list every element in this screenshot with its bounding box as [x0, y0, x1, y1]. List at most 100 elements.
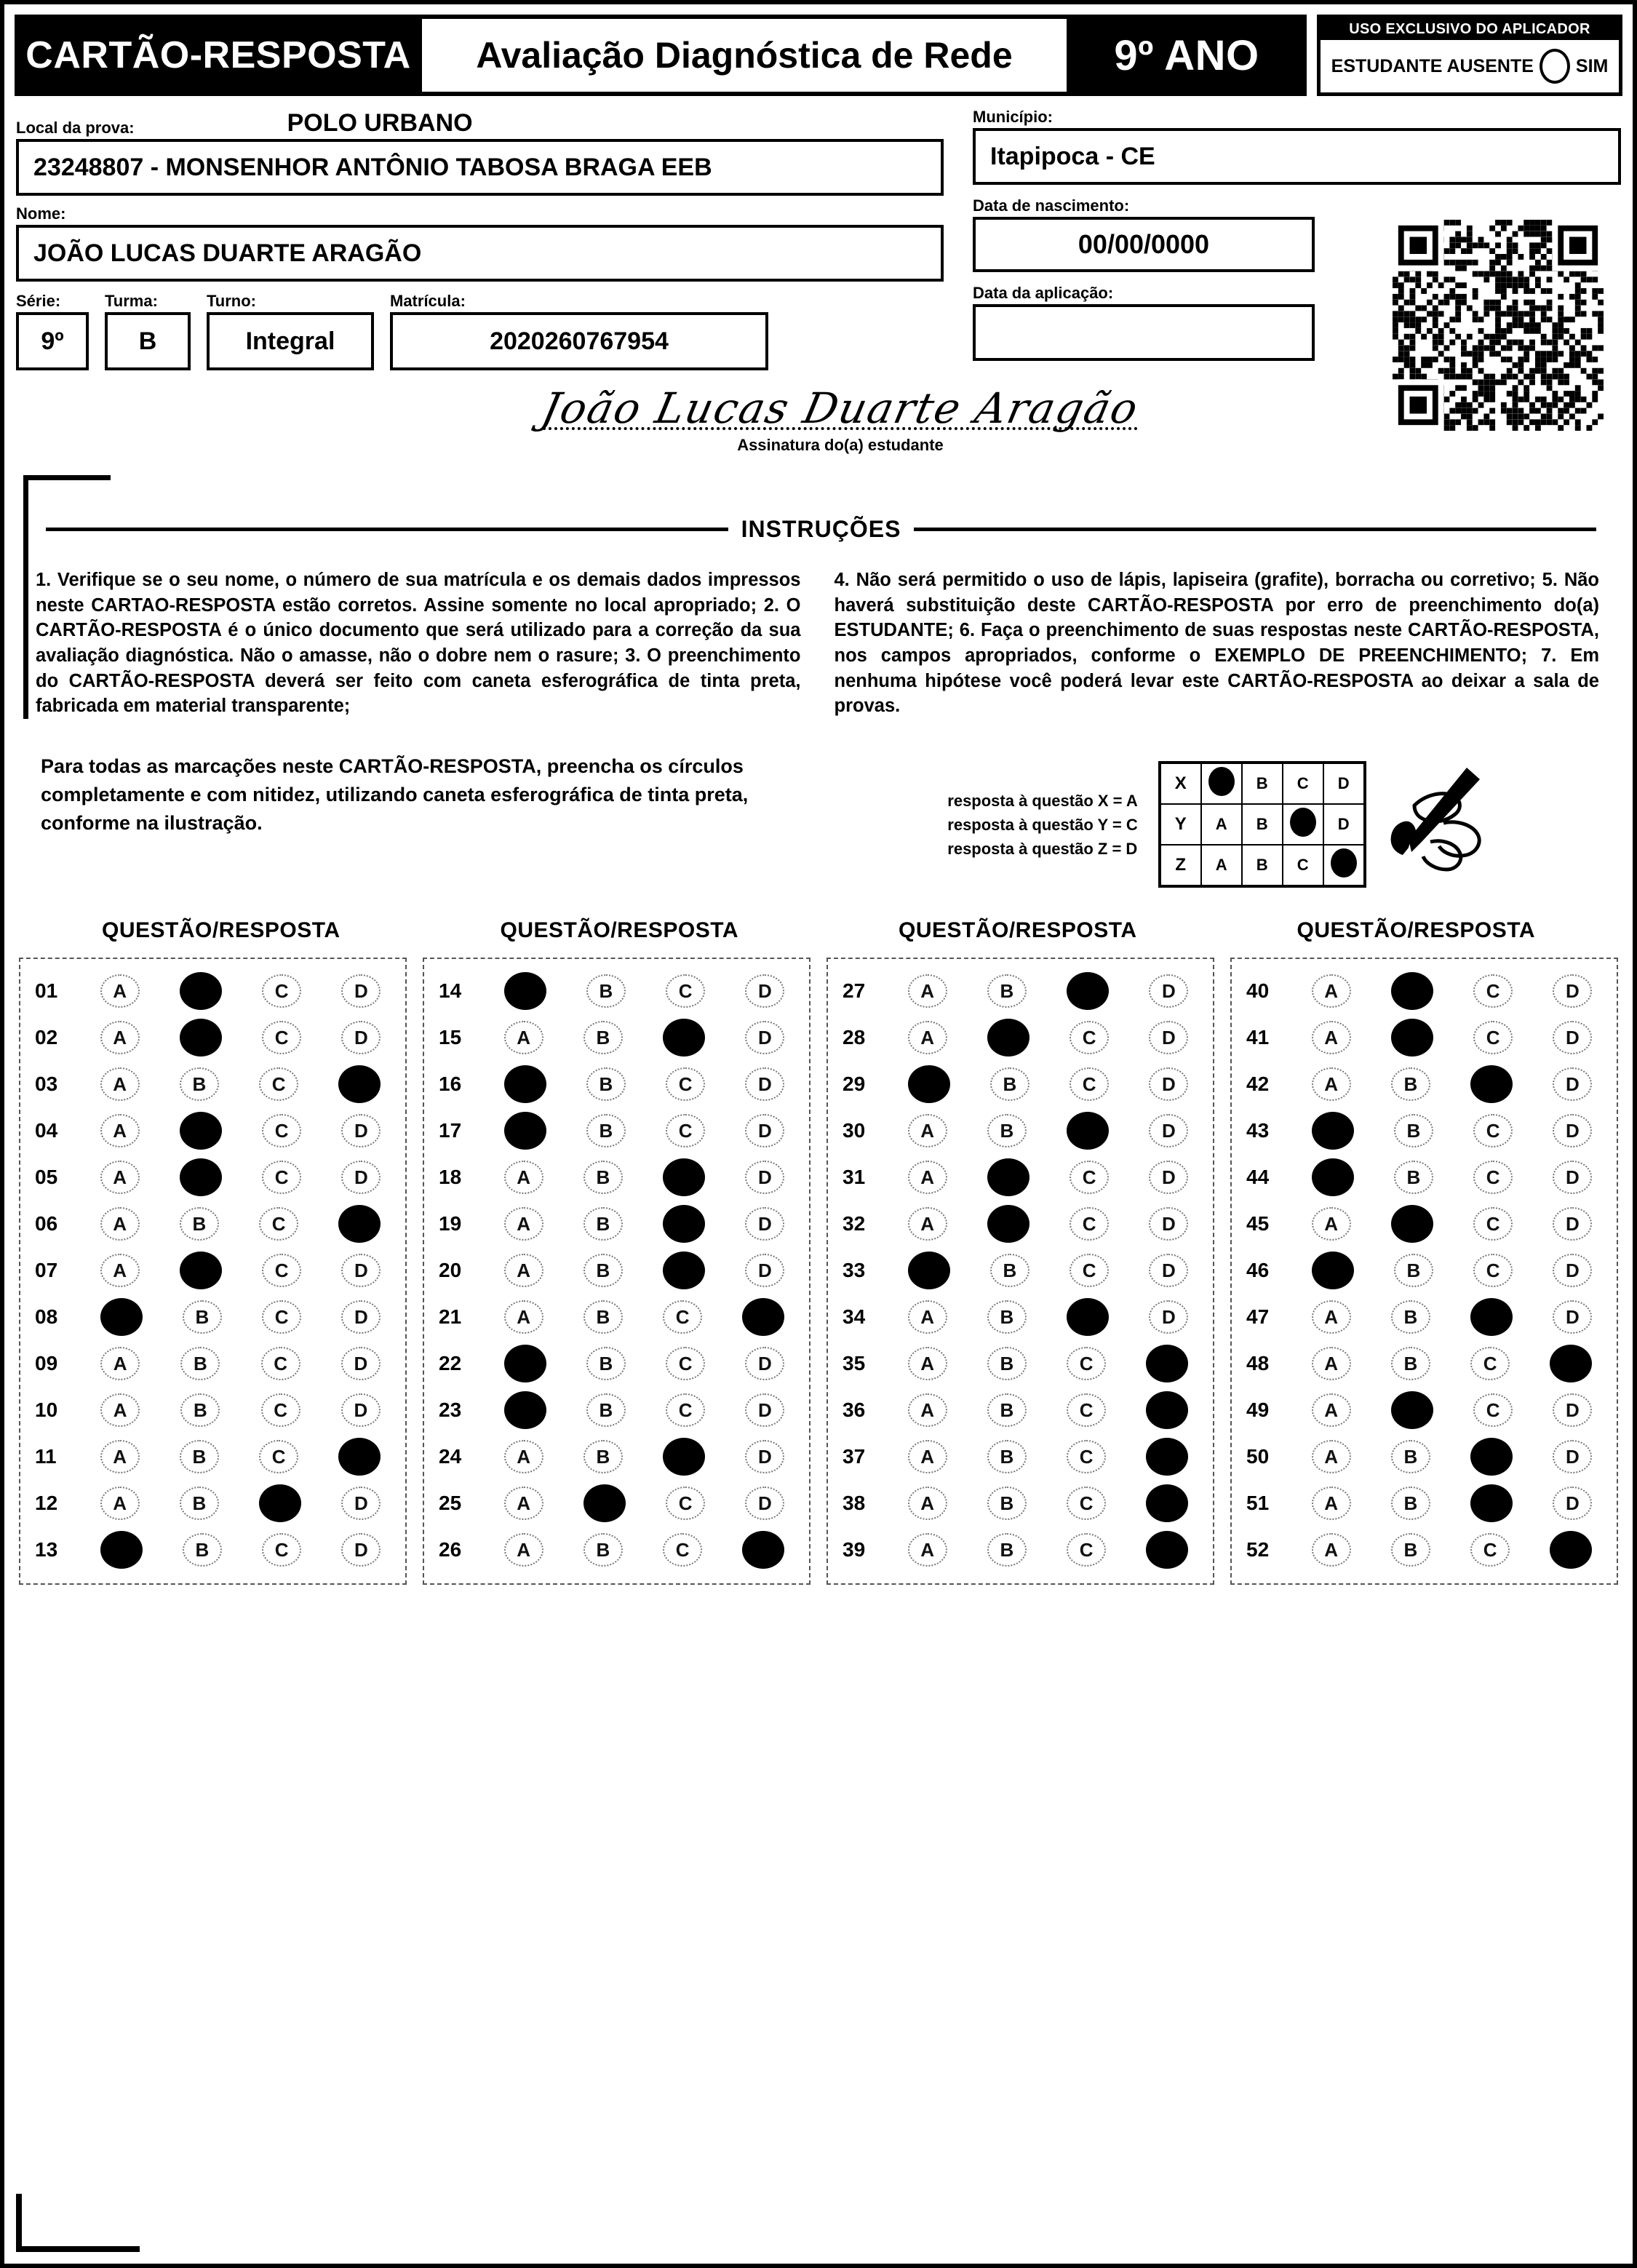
- answer-bubble-filled[interactable]: C: [663, 1252, 706, 1290]
- answer-bubble[interactable]: A: [907, 974, 947, 1008]
- answer-bubble[interactable]: A: [100, 974, 140, 1008]
- answer-bubble[interactable]: A: [503, 1161, 543, 1195]
- answer-bubble[interactable]: A: [503, 1300, 543, 1334]
- answer-bubble[interactable]: D: [1553, 1161, 1593, 1195]
- answer-bubble[interactable]: C: [666, 1393, 706, 1428]
- answer-bubble-filled[interactable]: A: [503, 1065, 546, 1104]
- answer-bubble-filled[interactable]: C: [663, 1205, 706, 1244]
- answer-bubble[interactable]: C: [1470, 1347, 1510, 1381]
- answer-bubble[interactable]: D: [1553, 1254, 1593, 1288]
- answer-bubble[interactable]: D: [745, 1393, 785, 1428]
- answer-bubble[interactable]: C: [1067, 1533, 1107, 1567]
- answer-bubble[interactable]: C: [1067, 1393, 1107, 1428]
- answer-bubble[interactable]: C: [262, 1114, 302, 1148]
- answer-bubble[interactable]: A: [907, 1300, 947, 1334]
- answer-bubble-filled[interactable]: D: [1146, 1484, 1189, 1523]
- answer-bubble[interactable]: C: [1473, 1254, 1513, 1288]
- answer-bubble[interactable]: A: [1311, 1347, 1351, 1381]
- answer-bubble-filled[interactable]: B: [1390, 1019, 1433, 1057]
- answer-bubble[interactable]: A: [100, 1021, 140, 1055]
- answer-bubble[interactable]: A: [503, 1207, 543, 1241]
- answer-bubble[interactable]: B: [180, 1347, 220, 1381]
- answer-bubble[interactable]: C: [1473, 974, 1513, 1008]
- answer-bubble[interactable]: A: [100, 1207, 140, 1241]
- answer-bubble[interactable]: C: [1473, 1021, 1513, 1055]
- answer-bubble[interactable]: C: [1067, 1347, 1107, 1381]
- answer-bubble-filled[interactable]: C: [1067, 972, 1110, 1011]
- answer-bubble-filled[interactable]: A: [503, 1112, 546, 1150]
- answer-bubble-filled[interactable]: C: [1067, 1298, 1110, 1337]
- answer-bubble-filled[interactable]: C: [663, 1019, 706, 1057]
- answer-bubble[interactable]: A: [100, 1254, 140, 1288]
- answer-bubble[interactable]: B: [182, 1533, 222, 1567]
- answer-bubble[interactable]: C: [663, 1300, 703, 1334]
- answer-bubble-filled[interactable]: A: [503, 1391, 546, 1430]
- answer-bubble-filled[interactable]: D: [1146, 1345, 1189, 1383]
- answer-bubble[interactable]: C: [1470, 1533, 1510, 1567]
- answer-bubble-filled[interactable]: B: [987, 1158, 1029, 1197]
- answer-bubble[interactable]: A: [907, 1021, 947, 1055]
- answer-bubble[interactable]: B: [583, 1021, 623, 1055]
- student-absent-field[interactable]: ESTUDANTE AUSENTE SIM: [1321, 40, 1619, 92]
- answer-bubble[interactable]: C: [666, 1487, 706, 1521]
- answer-bubble[interactable]: C: [259, 1440, 299, 1474]
- answer-bubble[interactable]: A: [1311, 974, 1351, 1008]
- answer-bubble[interactable]: D: [1553, 1067, 1593, 1102]
- answer-bubble-filled[interactable]: D: [742, 1531, 785, 1569]
- answer-bubble[interactable]: B: [583, 1207, 623, 1241]
- answer-bubble[interactable]: C: [262, 974, 302, 1008]
- answer-bubble-filled[interactable]: B: [179, 1252, 222, 1290]
- answer-bubble[interactable]: B: [1393, 1114, 1433, 1148]
- answer-bubble[interactable]: A: [907, 1207, 947, 1241]
- answer-bubble[interactable]: D: [1553, 1487, 1593, 1521]
- answer-bubble[interactable]: A: [1311, 1021, 1351, 1055]
- answer-bubble-filled[interactable]: C: [1470, 1298, 1513, 1337]
- answer-bubble[interactable]: D: [340, 1393, 381, 1428]
- answer-bubble-filled[interactable]: B: [583, 1484, 626, 1523]
- answer-bubble[interactable]: A: [1311, 1207, 1351, 1241]
- answer-bubble[interactable]: B: [1390, 1440, 1430, 1474]
- answer-bubble-filled[interactable]: C: [1067, 1112, 1110, 1150]
- answer-bubble[interactable]: D: [341, 1021, 381, 1055]
- answer-bubble[interactable]: C: [262, 1533, 302, 1567]
- answer-bubble[interactable]: A: [100, 1487, 140, 1521]
- answer-bubble[interactable]: B: [179, 1440, 219, 1474]
- answer-bubble[interactable]: D: [1149, 1161, 1189, 1195]
- answer-bubble-filled[interactable]: B: [179, 1112, 222, 1150]
- answer-bubble[interactable]: D: [341, 1114, 381, 1148]
- answer-bubble[interactable]: D: [745, 1254, 785, 1288]
- answer-bubble-filled[interactable]: A: [100, 1531, 143, 1569]
- answer-bubble[interactable]: B: [586, 1393, 626, 1428]
- answer-bubble[interactable]: A: [907, 1533, 947, 1567]
- answer-bubble[interactable]: D: [745, 1161, 785, 1195]
- answer-bubble[interactable]: D: [745, 1067, 785, 1102]
- answer-bubble[interactable]: D: [745, 1114, 785, 1148]
- answer-bubble[interactable]: B: [1393, 1254, 1433, 1288]
- answer-bubble[interactable]: D: [1553, 974, 1593, 1008]
- answer-bubble-filled[interactable]: C: [1470, 1065, 1513, 1104]
- answer-bubble[interactable]: D: [745, 974, 785, 1008]
- answer-bubble-filled[interactable]: B: [1390, 1205, 1433, 1244]
- answer-bubble-filled[interactable]: A: [907, 1252, 950, 1290]
- answer-bubble-filled[interactable]: D: [742, 1298, 785, 1337]
- answer-bubble[interactable]: B: [583, 1300, 623, 1334]
- answer-bubble-filled[interactable]: A: [907, 1065, 950, 1104]
- answer-bubble[interactable]: B: [179, 1487, 219, 1521]
- answer-bubble[interactable]: B: [1390, 1487, 1430, 1521]
- answer-bubble[interactable]: B: [586, 1114, 626, 1148]
- answer-bubble[interactable]: C: [1070, 1021, 1110, 1055]
- answer-bubble[interactable]: D: [1553, 1393, 1593, 1428]
- answer-bubble[interactable]: D: [341, 1300, 381, 1334]
- answer-bubble-filled[interactable]: B: [987, 1019, 1029, 1057]
- answer-bubble[interactable]: B: [987, 1487, 1027, 1521]
- answer-bubble-filled[interactable]: D: [1550, 1531, 1593, 1569]
- answer-bubble[interactable]: B: [583, 1533, 623, 1567]
- answer-bubble[interactable]: C: [259, 1067, 299, 1102]
- answer-bubble-filled[interactable]: B: [179, 972, 222, 1011]
- answer-bubble[interactable]: B: [583, 1161, 623, 1195]
- answer-bubble[interactable]: D: [341, 1254, 381, 1288]
- answer-bubble[interactable]: C: [262, 1161, 302, 1195]
- answer-bubble[interactable]: D: [1553, 1440, 1593, 1474]
- answer-bubble[interactable]: D: [745, 1440, 785, 1474]
- answer-bubble-filled[interactable]: A: [503, 1345, 546, 1383]
